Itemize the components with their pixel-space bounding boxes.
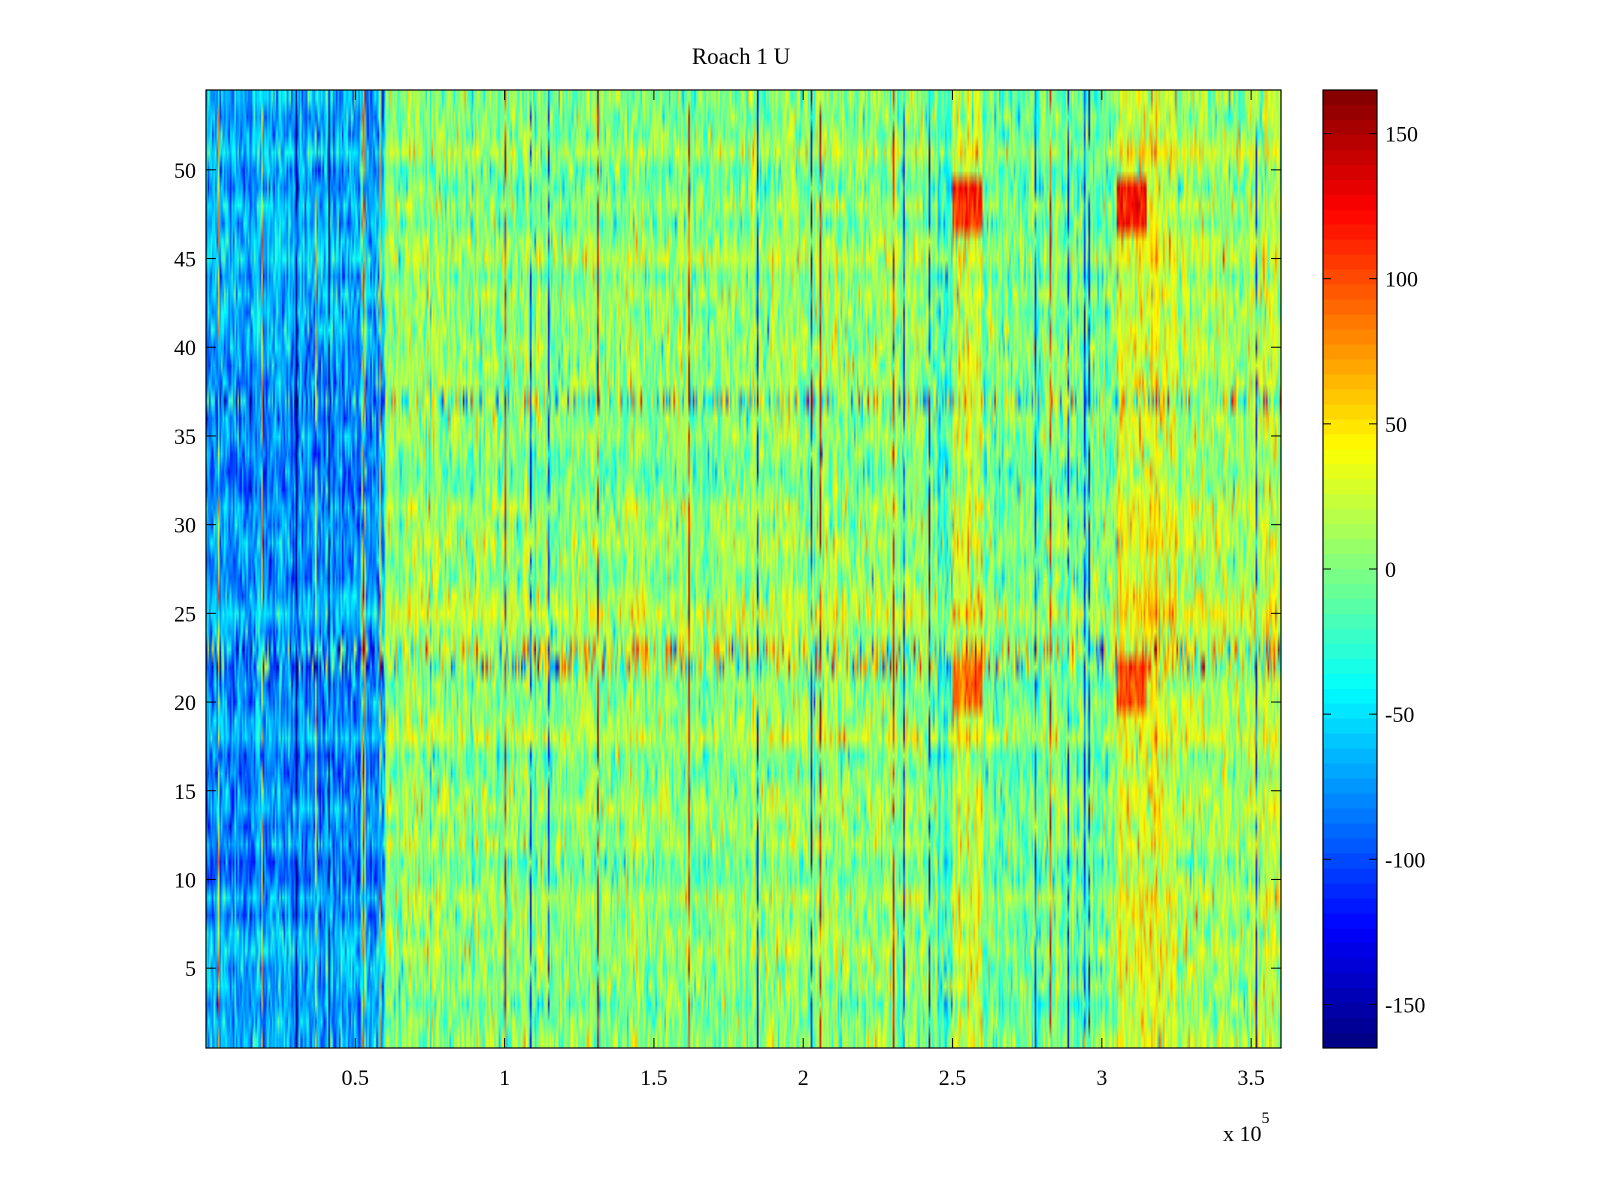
x-multiplier-exponent: 5	[1262, 1110, 1270, 1127]
x-multiplier-base: x 10	[1223, 1121, 1262, 1146]
colorbar-tick-label: -100	[1385, 847, 1425, 872]
x-tick-label: 3	[1096, 1065, 1107, 1090]
y-tick-label: 50	[174, 158, 196, 183]
y-tick-label: 35	[174, 424, 196, 449]
colorbar-tick-label: -50	[1385, 702, 1414, 727]
x-multiplier-label: x 105	[1223, 1110, 1270, 1146]
y-tick-label: 45	[174, 247, 196, 272]
y-tick-label: 40	[174, 335, 196, 360]
y-tick-label: 25	[174, 601, 196, 626]
x-tick-label: 2	[798, 1065, 809, 1090]
chart-title: Roach 1 U	[692, 44, 791, 69]
heatmap-plot-area	[205, 89, 1282, 1049]
colorbar-tick-label: 0	[1385, 557, 1396, 582]
colorbar-tick-label: 150	[1385, 122, 1418, 147]
colorbar-tick-label: 100	[1385, 267, 1418, 292]
y-axis: 5 10 15 20 25 30 35 40 45 50	[174, 158, 1281, 981]
y-tick-label: 20	[174, 690, 196, 715]
y-tick-label: 30	[174, 513, 196, 538]
y-tick-label: 15	[174, 779, 196, 804]
x-axis: 0.5 1 1.5 2 2.5 3 3.5	[342, 90, 1265, 1090]
heatmap-cells	[206, 90, 1281, 1048]
x-tick-label: 2.5	[939, 1065, 967, 1090]
colorbar-tick-label: -150	[1385, 992, 1425, 1017]
x-tick-label: 0.5	[342, 1065, 370, 1090]
colorbar: 150 100 50 0 -50 -100 -150	[1322, 89, 1425, 1049]
colorbar-tick-label: 50	[1385, 412, 1407, 437]
y-tick-label: 5	[185, 956, 196, 981]
colorbar-ticks: 150 100 50 0 -50 -100 -150	[1323, 122, 1425, 1017]
x-tick-label: 1	[499, 1065, 510, 1090]
x-tick-label: 3.5	[1237, 1065, 1265, 1090]
x-tick-label: 1.5	[640, 1065, 668, 1090]
plot-frame	[205, 89, 1282, 1049]
colorbar-gradient	[1323, 90, 1377, 1048]
y-tick-label: 10	[174, 867, 196, 892]
